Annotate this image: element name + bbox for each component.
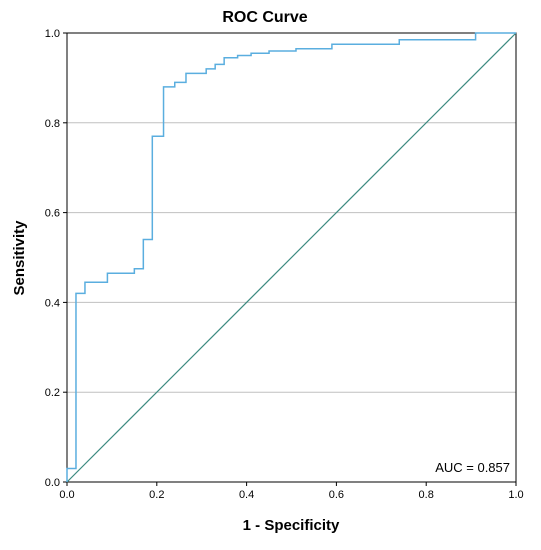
y-tick-label: 0.0 bbox=[45, 477, 60, 489]
x-axis-label: 1 - Specificity bbox=[243, 517, 340, 534]
x-tick-label: 0.2 bbox=[149, 489, 164, 501]
y-tick-label: 0.8 bbox=[45, 118, 60, 130]
x-tick-label: 0.0 bbox=[59, 489, 74, 501]
roc-curve-line bbox=[66, 32, 516, 482]
y-axis-label: Sensitivity bbox=[11, 220, 28, 296]
y-tick-label: 0.4 bbox=[45, 297, 60, 309]
x-tick-label: 0.8 bbox=[419, 489, 434, 501]
chart-title: ROC Curve bbox=[222, 9, 307, 26]
series-layer bbox=[66, 32, 517, 483]
grid-lines bbox=[67, 122, 516, 393]
plot-frame bbox=[66, 32, 517, 483]
x-tick-label: 1.0 bbox=[508, 489, 523, 501]
y-tick-label: 1.0 bbox=[45, 28, 60, 40]
x-tick-label: 0.6 bbox=[329, 489, 344, 501]
x-tick-label: 0.4 bbox=[239, 489, 254, 501]
y-tick-label: 0.6 bbox=[45, 208, 60, 220]
auc-annotation: AUC = 0.857 bbox=[435, 460, 510, 475]
axis-ticks: 0.0 0.2 0.4 0.6 0.8 1.0 0.0 0.2 0.4 0.6 0.8 1.0 bbox=[45, 28, 524, 501]
y-tick-label: 0.2 bbox=[45, 387, 60, 399]
reference-line bbox=[66, 32, 517, 483]
